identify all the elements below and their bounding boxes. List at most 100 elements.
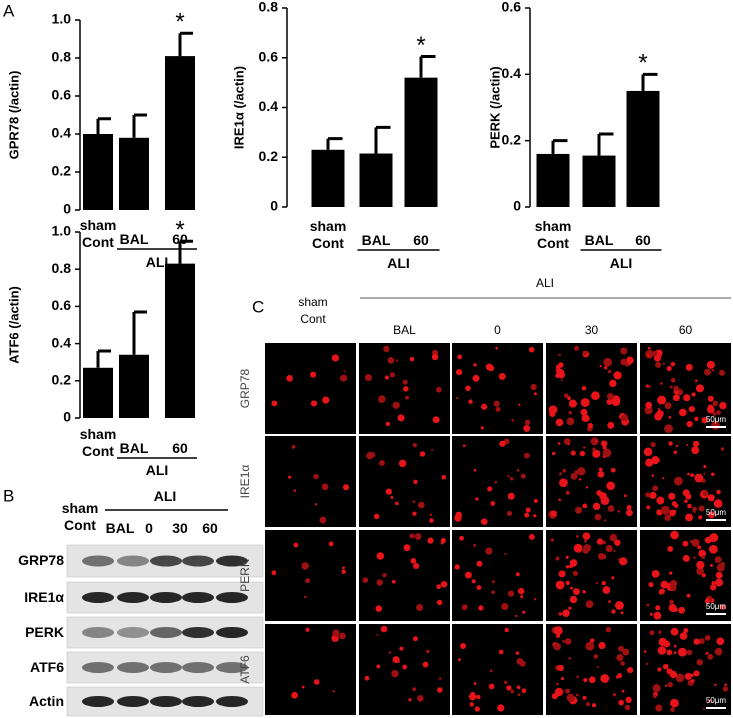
fluorescent-spot: [664, 684, 668, 687]
y-tick-label: 0.4: [52, 125, 72, 141]
fluorescent-spot: [391, 669, 399, 678]
fluorescent-spot: [498, 649, 504, 655]
error-bar: [551, 139, 568, 154]
fluorescent-spot: [716, 410, 721, 415]
fluorescent-spot: [607, 505, 615, 512]
column-label: 60: [678, 323, 693, 337]
fluorescent-spot: [572, 560, 578, 565]
fluorescent-spot: [662, 663, 669, 670]
fluorescent-spot: [301, 562, 309, 570]
fluorescent-spot: [516, 469, 520, 472]
fluorescent-spot: [607, 369, 612, 374]
fluorescent-spot: [557, 371, 566, 379]
fluorescent-spot: [473, 468, 477, 472]
fluorescent-spot: [592, 449, 601, 458]
micrograph: [359, 624, 450, 715]
micrograph: [452, 624, 543, 715]
fluorescent-spot: [569, 564, 573, 569]
fluorescent-spot: [560, 379, 563, 382]
fluorescent-spot: [551, 693, 558, 700]
fluorescent-spot: [313, 473, 319, 480]
fluorescent-spot: [585, 641, 595, 651]
fluorescent-spot: [645, 458, 654, 467]
fluorescent-spot: [585, 600, 594, 609]
error-bar: [419, 55, 436, 78]
significance-marker: *: [416, 32, 425, 59]
x-tick-label: sham Cont: [309, 218, 347, 251]
fluorescent-spot: [670, 698, 679, 708]
fluorescent-spot: [525, 507, 531, 513]
fluorescent-spot: [646, 505, 651, 510]
fluorescent-spot: [597, 470, 605, 478]
fluorescent-spot: [568, 410, 573, 415]
micrograph: [265, 436, 356, 527]
fluorescent-spot: [481, 403, 488, 410]
fluorescent-spot: [566, 417, 575, 426]
fluorescent-spot: [556, 682, 559, 686]
fluorescent-spot: [655, 349, 663, 358]
fluorescent-spot: [651, 570, 660, 578]
error-bar: [374, 125, 391, 154]
fluorescent-spot: [580, 408, 588, 416]
fluorescent-spot: [431, 448, 434, 452]
fluorescent-spot: [687, 503, 692, 509]
fluorescent-spot: [517, 587, 525, 595]
fluorescent-spot: [698, 638, 705, 645]
fluorescent-spot: [598, 467, 603, 472]
fluorescent-spot: [301, 685, 305, 689]
fluorescent-spot: [708, 511, 715, 519]
fluorescent-spot: [405, 395, 409, 400]
fluorescent-spot: [695, 384, 704, 393]
fluorescent-spot: [385, 488, 392, 495]
group-label: ALI: [387, 255, 410, 271]
fluorescent-spot: [491, 590, 495, 595]
fluorescent-spot: [585, 702, 591, 707]
blot-band: [216, 696, 248, 707]
fluorescent-spot: [524, 419, 531, 426]
fluorescent-spot: [710, 584, 717, 591]
fluorescent-spot: [655, 605, 661, 611]
y-tick-label: 0.2: [52, 372, 72, 388]
fluorescent-spot: [459, 535, 464, 541]
group-label: ALI: [153, 488, 177, 504]
fluorescent-spot: [570, 472, 578, 480]
fluorescent-spot: [310, 371, 317, 378]
fluorescent-spot: [657, 408, 661, 411]
fluorescent-spot: [582, 532, 591, 541]
fluorescent-spot: [685, 363, 693, 371]
fluorescent-spot: [507, 492, 515, 500]
bar: [165, 263, 195, 418]
fluorescent-spot: [469, 702, 474, 707]
fluorescent-spot: [666, 649, 673, 656]
error-bar: [178, 31, 193, 57]
fluorescent-spot: [581, 414, 590, 423]
fluorescent-spot: [341, 569, 346, 574]
fluorescent-spot: [602, 586, 611, 594]
fluorescent-spot: [565, 565, 570, 569]
fluorescent-spot: [490, 501, 496, 506]
fluorescent-spot: [494, 480, 498, 484]
fluorescent-spot: [387, 357, 395, 364]
x-tick-label: BAL: [119, 231, 149, 247]
fluorescent-spot: [694, 473, 704, 483]
fluorescent-spot: [620, 347, 628, 355]
fluorescent-spot: [369, 452, 376, 458]
fluorescent-spot: [565, 580, 570, 585]
fluorescent-spot: [471, 579, 476, 584]
micrograph: [640, 436, 731, 527]
fluorescent-spot: [703, 465, 707, 469]
bar: [536, 153, 570, 207]
fluorescent-spot: [596, 666, 600, 669]
row-label: PERK: [238, 559, 252, 592]
row-label: GRP78: [238, 369, 252, 409]
fluorescent-spot: [611, 609, 616, 614]
lane-label: 0: [145, 520, 153, 536]
fluorescent-spot: [652, 694, 657, 699]
fluorescent-spot: [460, 642, 467, 650]
x-tick-label: BAL: [119, 440, 149, 456]
fluorescent-spot: [673, 503, 679, 508]
fluorescent-spot: [563, 610, 567, 615]
blot-band: [82, 592, 114, 603]
fluorescent-spot: [596, 490, 602, 496]
scale-bar-label: 50μm: [706, 508, 727, 517]
